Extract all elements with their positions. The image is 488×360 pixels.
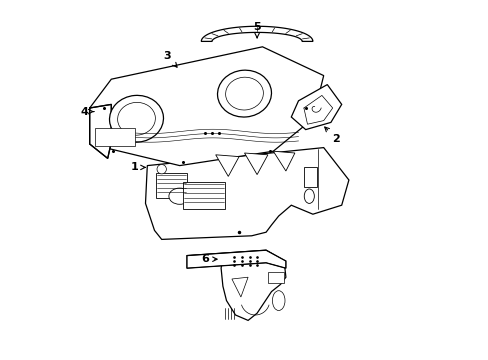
Ellipse shape	[109, 95, 163, 142]
Bar	[183, 182, 224, 209]
Text: 3: 3	[163, 51, 177, 67]
Ellipse shape	[225, 77, 263, 110]
Text: 4: 4	[80, 107, 94, 117]
Polygon shape	[244, 153, 267, 175]
Text: 5: 5	[253, 22, 261, 38]
Polygon shape	[145, 148, 348, 239]
Polygon shape	[186, 250, 285, 268]
Ellipse shape	[272, 291, 285, 310]
Bar	[156, 173, 186, 198]
Polygon shape	[231, 277, 247, 297]
Text: 2: 2	[324, 127, 340, 144]
Ellipse shape	[304, 189, 314, 203]
Circle shape	[157, 165, 166, 174]
Ellipse shape	[168, 188, 190, 204]
Ellipse shape	[118, 102, 155, 135]
Polygon shape	[89, 47, 323, 166]
Polygon shape	[273, 151, 294, 171]
Text: 1: 1	[131, 162, 145, 172]
Bar	[267, 272, 284, 283]
Polygon shape	[89, 104, 111, 158]
Bar	[303, 167, 316, 187]
Ellipse shape	[194, 185, 219, 208]
Text: 6: 6	[201, 254, 217, 264]
Bar	[95, 128, 134, 146]
Ellipse shape	[217, 70, 271, 117]
Polygon shape	[201, 26, 312, 41]
Polygon shape	[215, 155, 239, 176]
Polygon shape	[186, 250, 285, 320]
Polygon shape	[291, 85, 341, 130]
